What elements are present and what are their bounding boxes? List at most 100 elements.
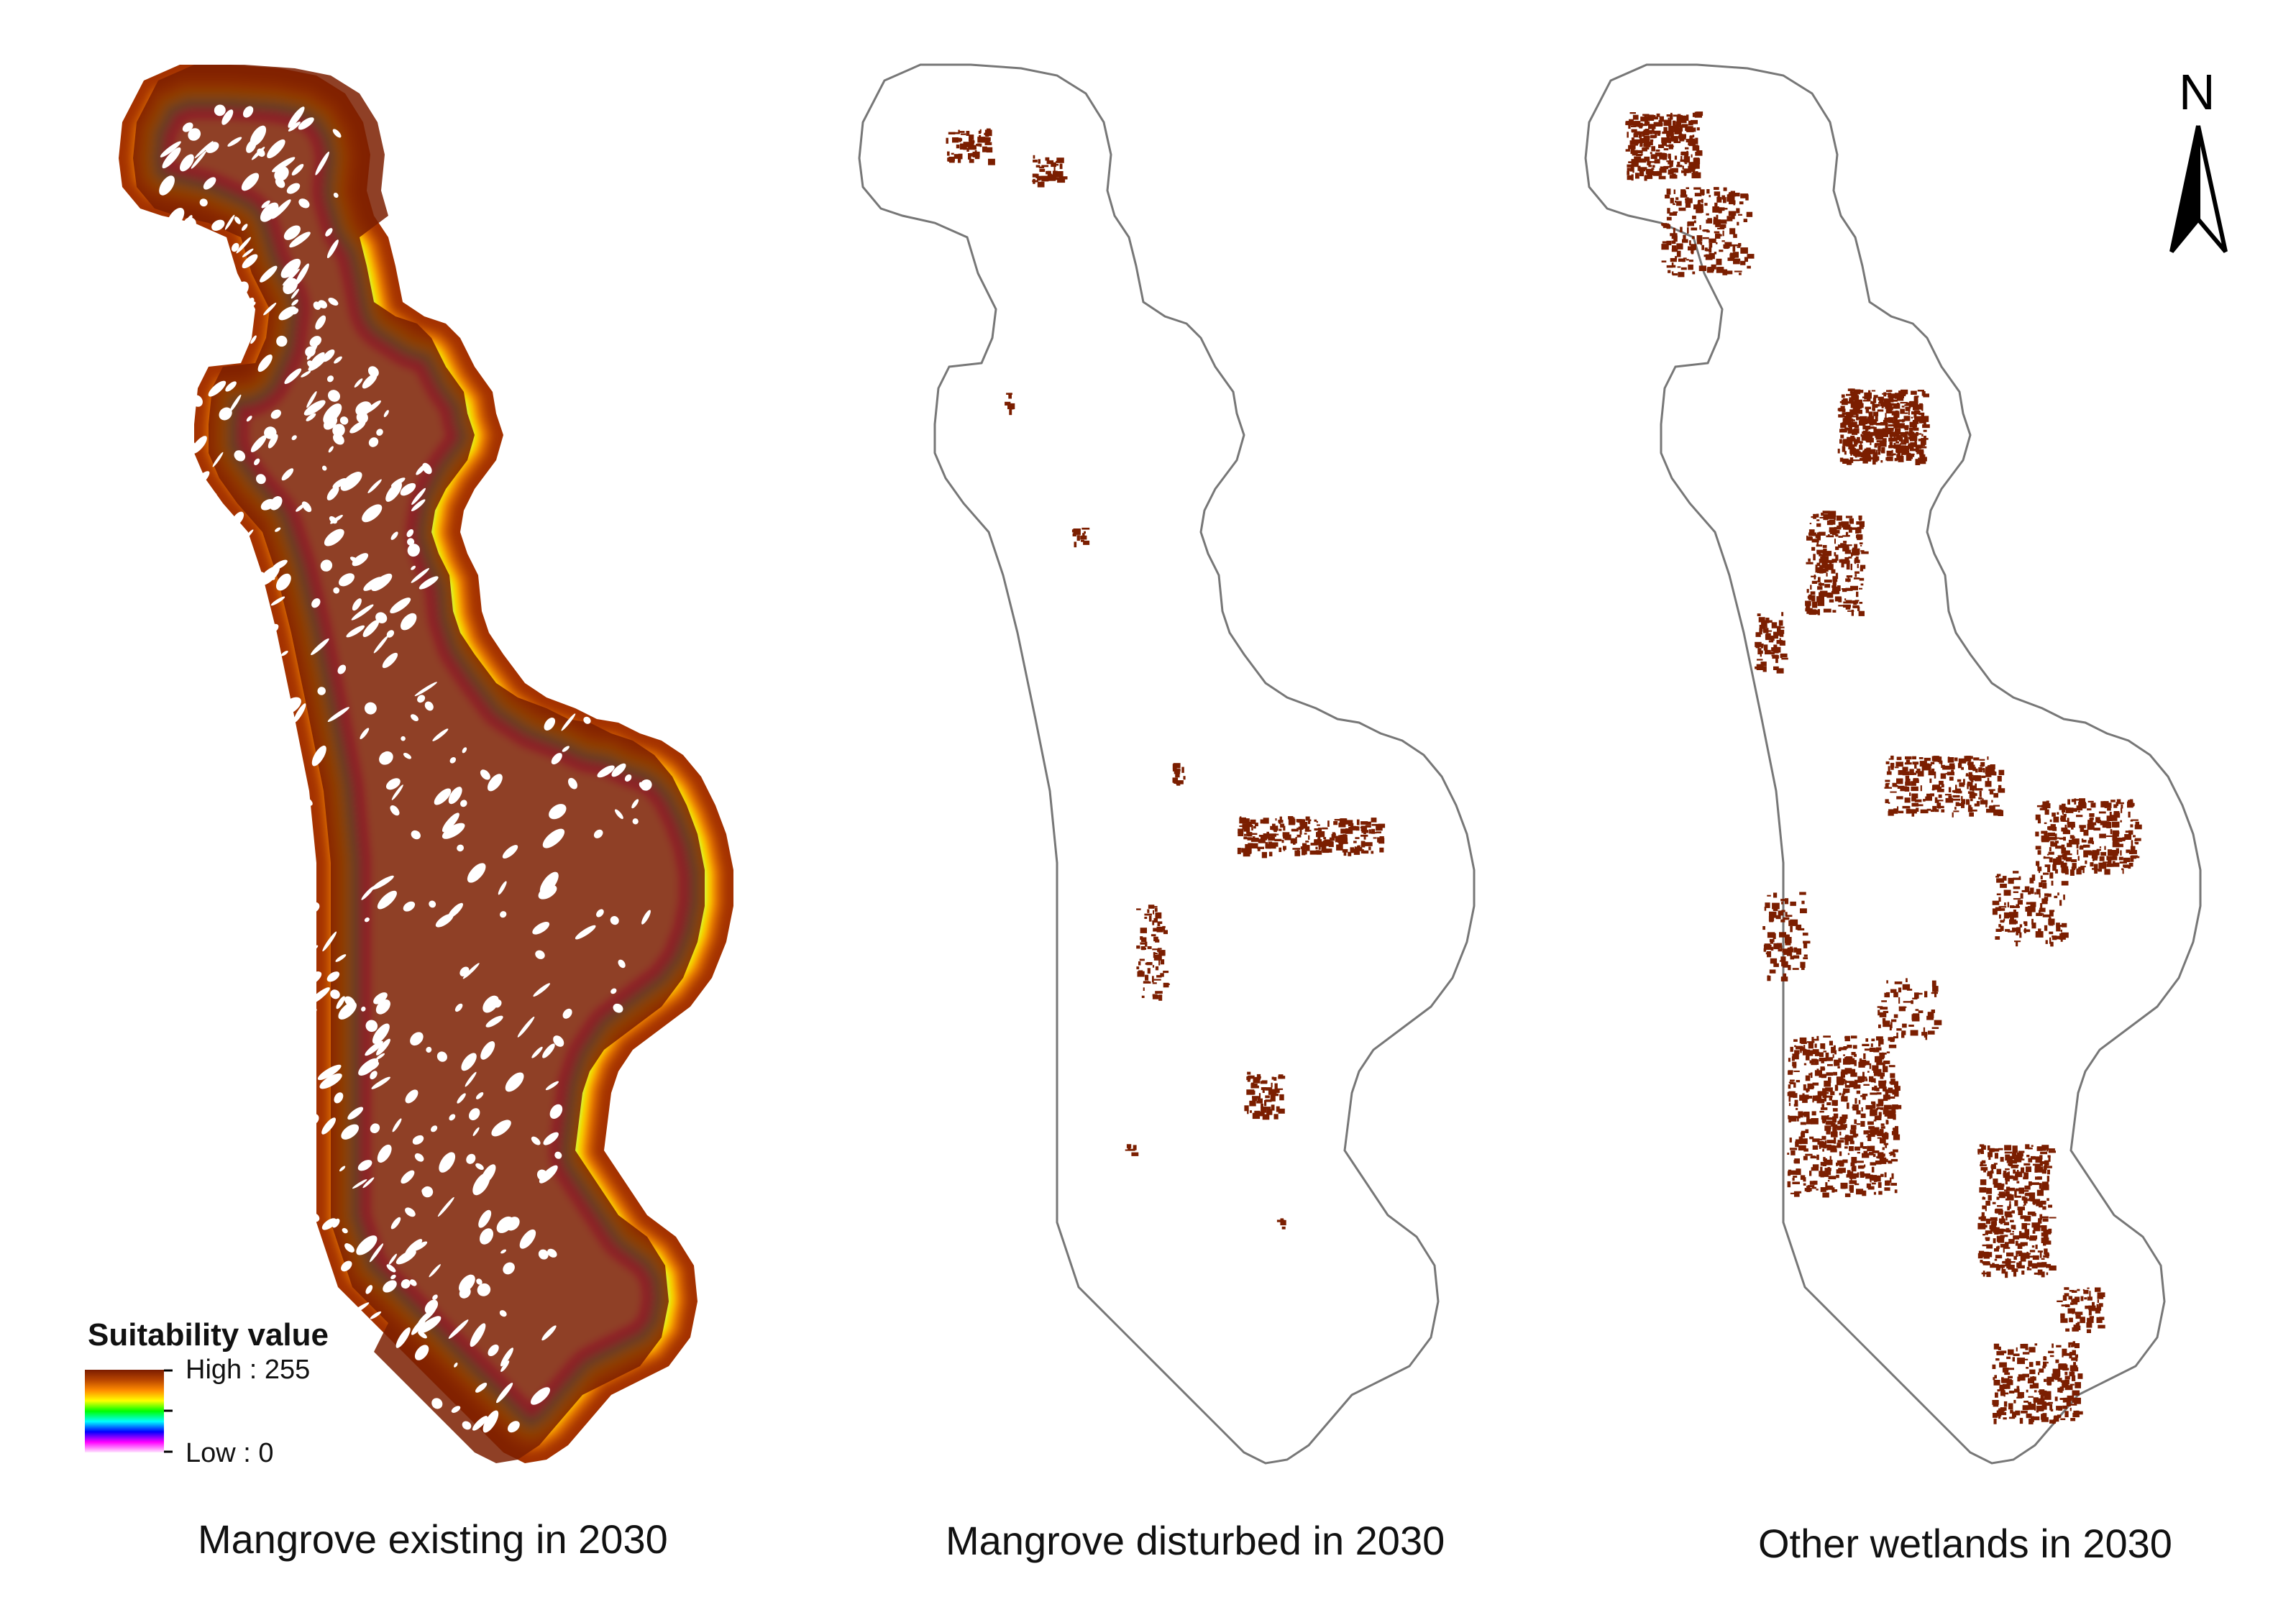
patch-cell	[1304, 826, 1310, 832]
gap	[308, 987, 330, 1005]
gap	[316, 1355, 324, 1365]
patch-cell	[1677, 161, 1680, 166]
patch-cell	[1793, 947, 1798, 953]
patch-cell	[2134, 841, 2139, 844]
patch-cell	[1806, 1088, 1810, 1091]
patch-cell	[1789, 1115, 1797, 1122]
patch-cell	[952, 137, 959, 143]
patch-cell	[1877, 445, 1881, 452]
gap	[412, 1135, 424, 1145]
patch-cell	[2117, 802, 2124, 805]
patch-cell	[2037, 1250, 2043, 1253]
gap	[385, 482, 403, 502]
gap	[597, 765, 615, 778]
patch-cell	[2041, 1216, 2049, 1219]
gap	[335, 1357, 352, 1373]
patch-cell	[1778, 910, 1784, 916]
patch-cell	[1904, 436, 1908, 441]
patch-cell	[1952, 765, 1955, 769]
gap	[301, 501, 312, 513]
gap	[341, 1260, 352, 1272]
patch-cell	[1291, 828, 1299, 832]
gap	[362, 373, 378, 389]
patch-cell	[1862, 1153, 1870, 1158]
patch-cell	[1844, 549, 1852, 554]
patch-cell	[1841, 399, 1848, 406]
patch-cell	[1936, 789, 1944, 792]
gap	[230, 820, 242, 833]
patch-cell	[1854, 449, 1860, 454]
patch-cell	[1253, 826, 1256, 829]
patch-cell	[1630, 148, 1633, 151]
patch-cell	[1982, 1234, 1985, 1236]
patch-cell	[1821, 1115, 1829, 1120]
gap	[400, 482, 416, 496]
patch-cell	[1815, 610, 1819, 615]
patch-cell	[1686, 114, 1689, 121]
patch-cell	[1992, 1202, 1996, 1204]
patch-cell	[1630, 125, 1637, 127]
gap	[330, 515, 343, 524]
patch-cell	[1304, 850, 1307, 855]
patch-cell	[2088, 1309, 2092, 1316]
patch-cell	[2013, 898, 2021, 900]
patch-cell	[2089, 1291, 2091, 1297]
patch-cell	[1872, 401, 1875, 407]
patch-cell	[1809, 537, 1813, 540]
gap	[361, 886, 375, 900]
patch-cell	[2063, 836, 2066, 841]
patch-cell	[1807, 1185, 1815, 1188]
patch-cell	[2009, 1160, 2013, 1167]
patch-cell	[1991, 800, 1993, 803]
patch-cell	[1973, 757, 1980, 761]
patch-cell	[2036, 1147, 2043, 1151]
legend-high-label: High : 255	[186, 1355, 311, 1385]
patch-cell	[1272, 1089, 1280, 1093]
patch-cell	[1885, 423, 1888, 429]
patch-cell	[1857, 436, 1860, 443]
patch-cell	[2005, 1191, 2010, 1196]
gap	[371, 1076, 390, 1089]
patch-cell	[1647, 137, 1650, 139]
patch-cell	[1936, 800, 1944, 802]
patch-cell	[1878, 1153, 1885, 1157]
patch-cell	[1873, 1191, 1876, 1195]
map-other-wetlands	[1584, 63, 2202, 1465]
patch-cell	[1348, 823, 1354, 827]
patch-cell	[1152, 976, 1154, 983]
patch-cell	[1869, 1152, 1874, 1155]
patch-cell	[1894, 981, 1903, 984]
patch-cell	[1898, 1006, 1906, 1012]
patch-cell	[1253, 1076, 1261, 1084]
patch-cell	[2120, 820, 2122, 823]
gap	[355, 401, 372, 416]
patch-cell	[1915, 1009, 1919, 1011]
patch-cell	[1867, 1121, 1874, 1125]
patch-cell	[1860, 527, 1864, 529]
gap	[593, 829, 603, 838]
patch-cell	[1995, 1265, 2000, 1271]
patch-cell	[979, 143, 982, 147]
patch-cell	[1783, 973, 1787, 979]
patch-cell	[1633, 133, 1639, 138]
patch-cell	[1908, 436, 1912, 439]
patch-cell	[1138, 970, 1143, 974]
patch-cell	[1680, 159, 1688, 163]
gap	[354, 378, 363, 388]
gap	[165, 331, 183, 354]
patch-cell	[1890, 406, 1893, 411]
patch-cell	[1867, 1071, 1870, 1073]
patch-cell	[1294, 818, 1296, 825]
patch-cell	[1687, 130, 1694, 132]
patch-cell	[1758, 617, 1765, 623]
gap	[282, 1219, 288, 1225]
patch-cell	[1934, 1020, 1942, 1025]
patch-cell	[2038, 1372, 2040, 1376]
patch-cell	[1274, 1083, 1278, 1090]
patch-cell	[1945, 797, 1954, 803]
patch-cell	[1783, 917, 1790, 920]
patch-cell	[1880, 1076, 1884, 1079]
patch-cell	[1880, 460, 1883, 463]
patch-cell	[1243, 851, 1250, 857]
patch-cell	[1808, 1042, 1814, 1049]
